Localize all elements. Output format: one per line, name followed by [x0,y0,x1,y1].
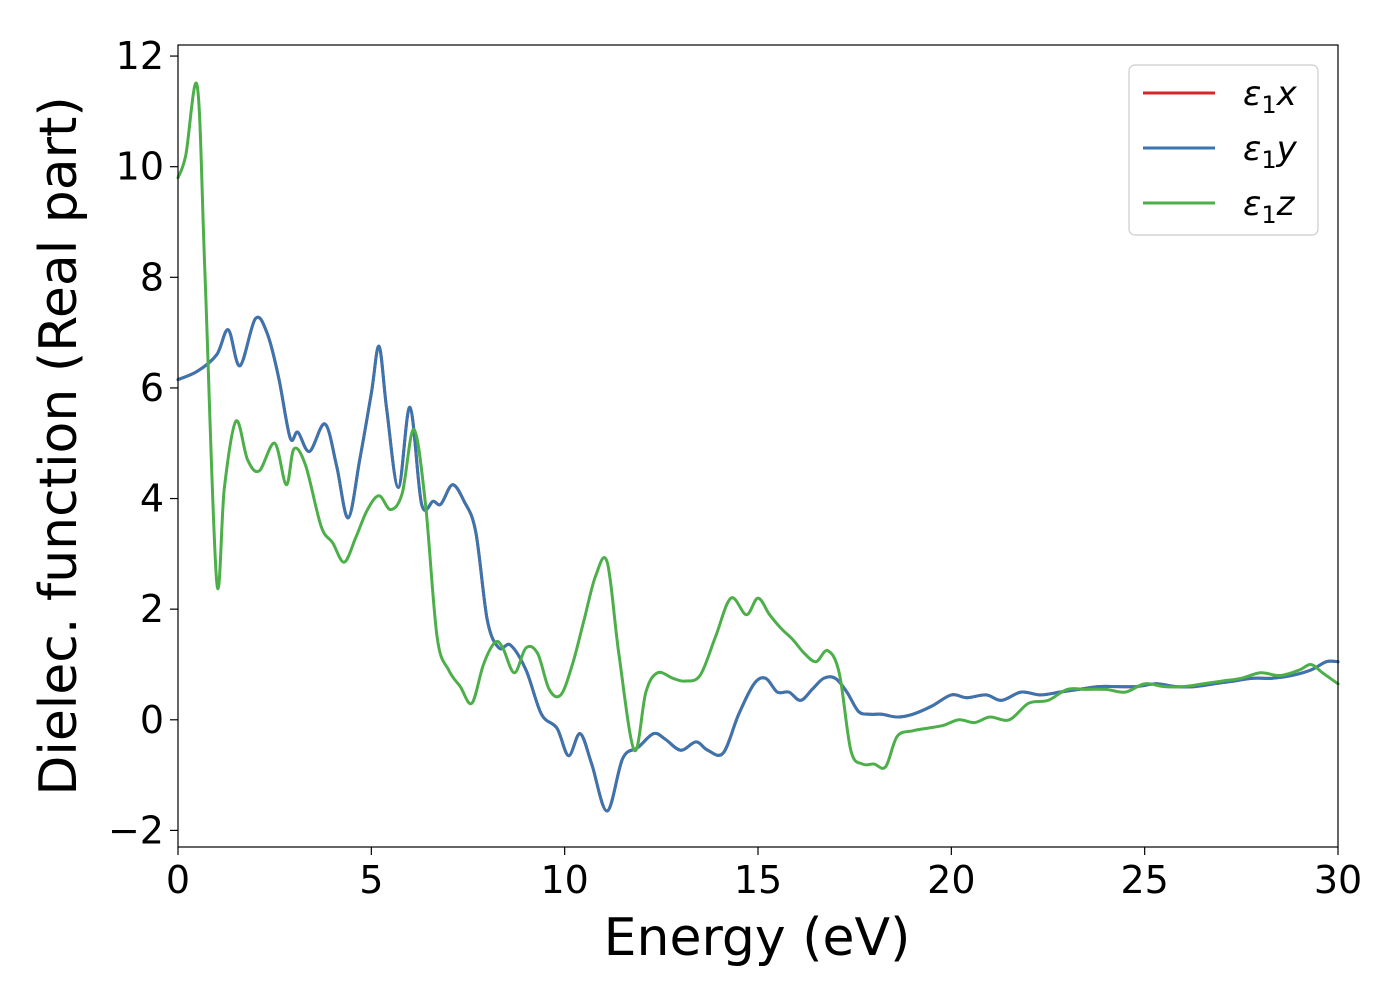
y-axis-label: Dielec. function (Real part) [29,96,89,795]
x-tick-label: 10 [540,858,588,902]
y-tick-label: 10 [116,145,164,189]
y-tick-label: 4 [140,477,164,521]
y-tick-label: −2 [108,808,164,852]
legend-label-3: ε1z [1243,184,1296,229]
legend-label-2: ε1y [1243,129,1298,174]
x-axis-label: Energy (eV) [604,908,911,968]
series-line-3 [176,81,1340,770]
y-tick-label: 2 [140,587,164,631]
x-tick-label: 20 [927,858,975,902]
legend: ε1x ε1y ε1z [1128,64,1319,236]
y-tick-label: 12 [116,34,164,78]
y-tick-label: 6 [140,366,164,410]
legend-label-1: ε1x [1243,74,1298,119]
y-tick-label: 0 [140,698,164,742]
series-layer [176,81,1340,813]
x-tick-label: 15 [734,858,782,902]
x-tick-label: 25 [1120,858,1168,902]
legend-box [1128,64,1319,236]
x-tick-label: 0 [166,858,190,902]
x-tick-label: 30 [1314,858,1362,902]
y-tick-label: 8 [140,255,164,299]
x-tick-label: 5 [359,858,383,902]
